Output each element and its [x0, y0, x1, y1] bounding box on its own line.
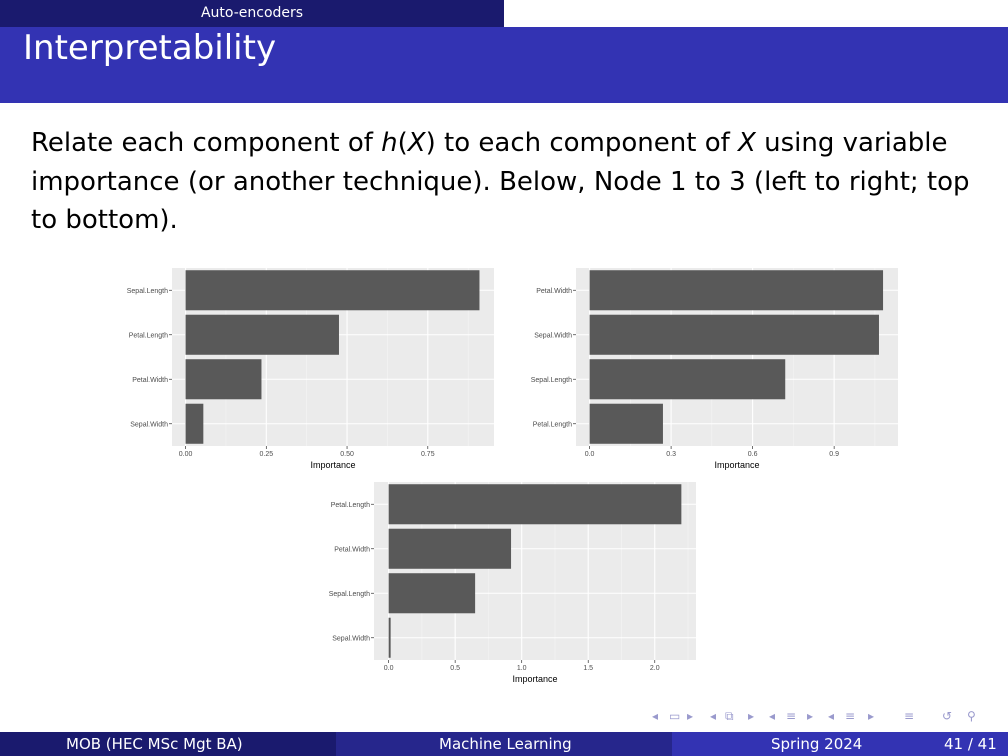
nav-next-section-icon[interactable]: ▸: [807, 709, 814, 723]
bar: [185, 270, 480, 311]
x-axis-title: Importance: [512, 674, 557, 684]
x-tick-label: 0.0: [585, 451, 595, 458]
footer-author: MOB (HEC MSc Mgt BA): [66, 735, 243, 753]
body-line-2: importance (or another technique). Below…: [31, 166, 970, 197]
importance-chart-node-1: Sepal.Length Petal.Length Petal.Width Sepal…: [112, 265, 500, 473]
y-tick-label: Sepal.Length: [127, 288, 168, 295]
y-tick-label: Petal.Length: [129, 332, 168, 339]
nav-frame-icon[interactable]: ▭: [669, 709, 681, 723]
nav-section-icon[interactable]: ≡: [786, 709, 797, 723]
bar: [589, 359, 786, 400]
bar: [589, 270, 884, 311]
nav-prev-section-icon[interactable]: ◂: [769, 709, 776, 723]
bar: [185, 314, 339, 355]
title-bar: [0, 27, 1008, 103]
nav-subsection-icon[interactable]: ⧉: [725, 709, 734, 723]
y-tick-label: Sepal.Length: [531, 377, 572, 384]
bar: [185, 403, 204, 444]
footer-page-number: 41 / 41: [944, 735, 997, 753]
x-tick-label: 0.6: [748, 451, 758, 458]
y-tick-label: Sepal.Width: [130, 421, 168, 428]
nav-search-icon[interactable]: ⚲: [967, 709, 976, 723]
bar: [388, 484, 682, 525]
x-tick-label: 0.75: [421, 451, 435, 458]
section-tab[interactable]: Auto-encoders: [0, 0, 504, 27]
x-tick-label: 0.3: [666, 451, 676, 458]
nav-next-slide-icon[interactable]: ▸: [868, 709, 875, 723]
x-tick-label: 0.5: [450, 665, 460, 672]
x-axis-title: Importance: [714, 460, 759, 470]
y-tick-label: Petal.Length: [331, 502, 370, 509]
footer-author-box: MOB (HEC MSc Mgt BA): [0, 732, 336, 756]
x-tick-label: 0.00: [179, 451, 193, 458]
bar: [589, 314, 879, 355]
beamer-navigation: ◂ ▭ ▸ ◂ ⧉ ▸ ◂ ≡ ▸ ◂ ≡ ▸ ≡ ↺ ⚲: [652, 706, 1000, 726]
x-tick-label: 0.0: [384, 665, 394, 672]
y-tick-label: Sepal.Width: [332, 635, 370, 642]
x-tick-label: 1.5: [583, 665, 593, 672]
bar: [388, 528, 512, 569]
body-line-1: Relate each component of h(X) to each co…: [31, 128, 948, 158]
body-line-3: to bottom).: [31, 205, 178, 235]
footer-title-box: Machine Learning: [336, 732, 672, 756]
bar: [388, 617, 391, 658]
nav-prev-subsection-icon[interactable]: ◂: [710, 709, 717, 723]
slide-title: Interpretability: [23, 28, 277, 68]
x-tick-label: 0.25: [259, 451, 273, 458]
x-tick-label: 0.9: [829, 451, 839, 458]
y-tick-label: Petal.Length: [533, 421, 572, 428]
y-tick-label: Sepal.Width: [534, 332, 572, 339]
footer-date-box: Spring 2024 41 / 41: [672, 732, 1008, 756]
footer-date: Spring 2024: [771, 735, 863, 753]
importance-chart-node-2: Petal.Width Sepal.Width Sepal.Length Petal.…: [516, 265, 904, 473]
y-tick-label: Petal.Width: [334, 546, 370, 553]
chart-svg: Petal.Length Petal.Width Sepal.Length Sepal…: [329, 482, 696, 684]
footer-title: Machine Learning: [439, 735, 572, 753]
x-tick-label: 0.50: [340, 451, 354, 458]
nav-slide-icon[interactable]: ≡: [845, 709, 856, 723]
nav-next-frame-icon[interactable]: ▸: [687, 709, 694, 723]
y-tick-label: Petal.Width: [536, 288, 572, 295]
chart-svg: Petal.Width Sepal.Width Sepal.Length Petal.…: [531, 268, 898, 470]
nav-appendix-icon[interactable]: ≡: [904, 709, 915, 723]
y-tick-label: Petal.Width: [132, 377, 168, 384]
nav-prev-frame-icon[interactable]: ◂: [652, 709, 659, 723]
bar: [388, 573, 476, 614]
nav-prev-slide-icon[interactable]: ◂: [828, 709, 835, 723]
nav-back-icon[interactable]: ↺: [942, 709, 953, 723]
x-axis-title: Importance: [310, 460, 355, 470]
x-tick-label: 2.0: [650, 665, 660, 672]
footer: MOB (HEC MSc Mgt BA) Machine Learning Sp…: [0, 732, 1008, 756]
y-tick-label: Sepal.Length: [329, 591, 370, 598]
bar: [589, 403, 663, 444]
importance-chart-node-3: Petal.Length Petal.Width Sepal.Length Sepal…: [314, 479, 702, 687]
x-tick-label: 1.0: [517, 665, 527, 672]
body-text: Relate each component of h(X) to each co…: [31, 124, 981, 240]
bar: [185, 359, 262, 400]
chart-svg: Sepal.Length Petal.Length Petal.Width Sepal…: [127, 268, 494, 470]
nav-next-subsection-icon[interactable]: ▸: [748, 709, 755, 723]
